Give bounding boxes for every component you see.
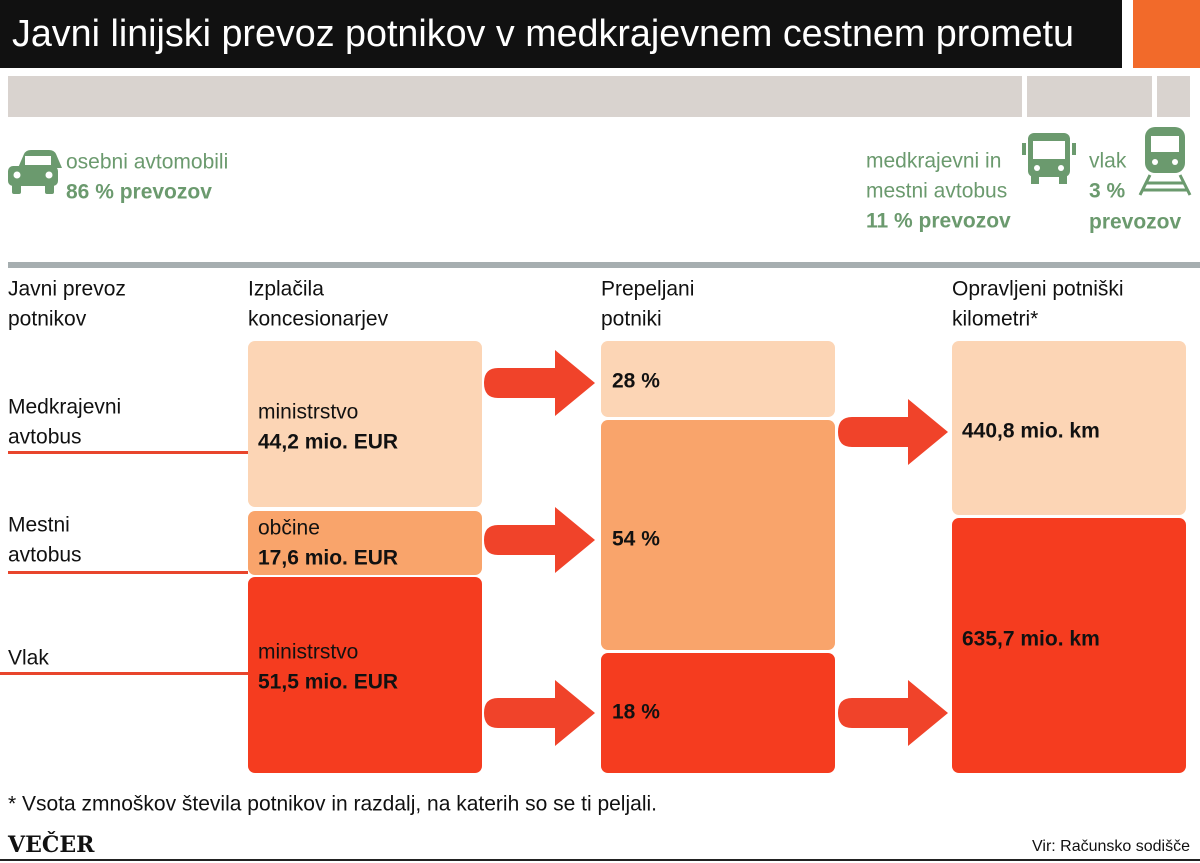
column-header: koncesionarjev (248, 308, 389, 331)
amount: 51,5 mio. EUR (258, 671, 398, 694)
payer: občine (258, 517, 320, 540)
column-header: Izplačila (248, 278, 324, 301)
divider (8, 262, 1200, 268)
mode-share: 11 % prevozov (866, 210, 1011, 233)
passenger-share: 28 % (612, 370, 660, 393)
kilometers: 635,7 mio. km (962, 628, 1100, 651)
source: Vir: Računsko sodišče (1032, 838, 1190, 855)
row-label: Vlak (8, 647, 49, 670)
arrow (484, 680, 595, 746)
row-lines (0, 451, 248, 675)
amount: 44,2 mio. EUR (258, 431, 398, 454)
column-header: Prepeljani (601, 278, 694, 301)
title: Javni linijski prevoz potnikov v medkraj… (12, 13, 1074, 55)
passenger-share: 18 % (612, 701, 660, 724)
footnote: * Vsota zmnoškov števila potnikov in raz… (8, 793, 657, 816)
column-header: potniki (601, 308, 662, 331)
blocks (248, 341, 1186, 773)
row-label: avtobus (8, 426, 82, 449)
kilometers: 440,8 mio. km (962, 420, 1100, 443)
payer: ministrstvo (258, 641, 358, 664)
mode-label: mestni avtobus (866, 180, 1007, 203)
amount: 17,6 mio. EUR (258, 547, 398, 570)
column-header: Opravljeni potniški (952, 278, 1124, 301)
mode-share: 86 % prevozov (66, 181, 212, 204)
arrows (484, 350, 948, 746)
mode-label: medkrajevni in (866, 150, 1001, 173)
share-bar-bus (1027, 76, 1152, 117)
bus-icon (1022, 133, 1076, 184)
passenger-share: 54 % (612, 528, 660, 551)
payer: ministrstvo (258, 401, 358, 424)
train-icon (1138, 127, 1192, 196)
arrow (838, 680, 948, 746)
bottom-rule (0, 859, 1200, 861)
arrow (838, 399, 948, 465)
arrow (484, 350, 595, 416)
row-label: Mestni (8, 514, 70, 537)
accent-square (1133, 0, 1200, 68)
row-label: avtobus (8, 544, 82, 567)
mode-share: 3 % (1089, 180, 1126, 203)
column-header: kilometri* (952, 308, 1038, 331)
column-header: potnikov (8, 308, 87, 331)
title-bar (0, 0, 1122, 68)
car-icon (8, 150, 62, 194)
row-label: Medkrajevni (8, 396, 121, 419)
mode-share: prevozov (1089, 211, 1182, 234)
brand: VEČER (7, 831, 95, 858)
arrow (484, 507, 595, 573)
share-bar-car (8, 76, 1022, 117)
share-bar-train (1157, 76, 1190, 117)
column-header: Javni prevoz (8, 278, 126, 301)
mode-label: vlak (1089, 150, 1127, 173)
mode-label: osebni avtomobili (66, 151, 228, 174)
